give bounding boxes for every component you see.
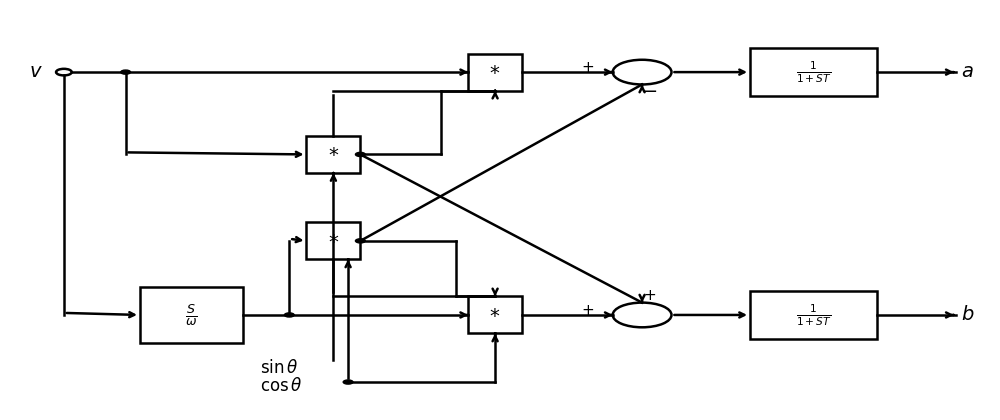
Text: $*$: $*$ [328, 232, 339, 250]
FancyBboxPatch shape [306, 222, 360, 260]
FancyBboxPatch shape [468, 54, 522, 91]
Text: $\frac{1}{1+ST}$: $\frac{1}{1+ST}$ [796, 59, 832, 85]
Text: $a$: $a$ [961, 63, 973, 81]
FancyBboxPatch shape [750, 48, 877, 96]
Text: $v$: $v$ [29, 63, 42, 81]
Text: $\cos\theta$: $\cos\theta$ [260, 377, 302, 395]
Text: $\frac{S}{\omega}$: $\frac{S}{\omega}$ [185, 302, 198, 328]
Text: +: + [582, 60, 595, 76]
FancyBboxPatch shape [140, 287, 243, 343]
Text: $*$: $*$ [328, 145, 339, 163]
Circle shape [343, 380, 353, 384]
FancyBboxPatch shape [306, 136, 360, 173]
Circle shape [355, 152, 365, 157]
Text: +: + [582, 303, 595, 318]
Text: $b$: $b$ [961, 305, 974, 325]
Circle shape [284, 313, 294, 317]
Circle shape [355, 239, 365, 243]
FancyBboxPatch shape [750, 291, 877, 339]
Text: $\frac{1}{1+ST}$: $\frac{1}{1+ST}$ [796, 302, 832, 328]
Text: $*$: $*$ [489, 63, 501, 81]
Text: $\sin\theta$: $\sin\theta$ [260, 360, 298, 378]
Text: +: + [644, 288, 656, 303]
Text: −: − [642, 83, 658, 101]
Circle shape [121, 70, 131, 74]
FancyBboxPatch shape [468, 297, 522, 333]
Text: $*$: $*$ [489, 306, 501, 324]
